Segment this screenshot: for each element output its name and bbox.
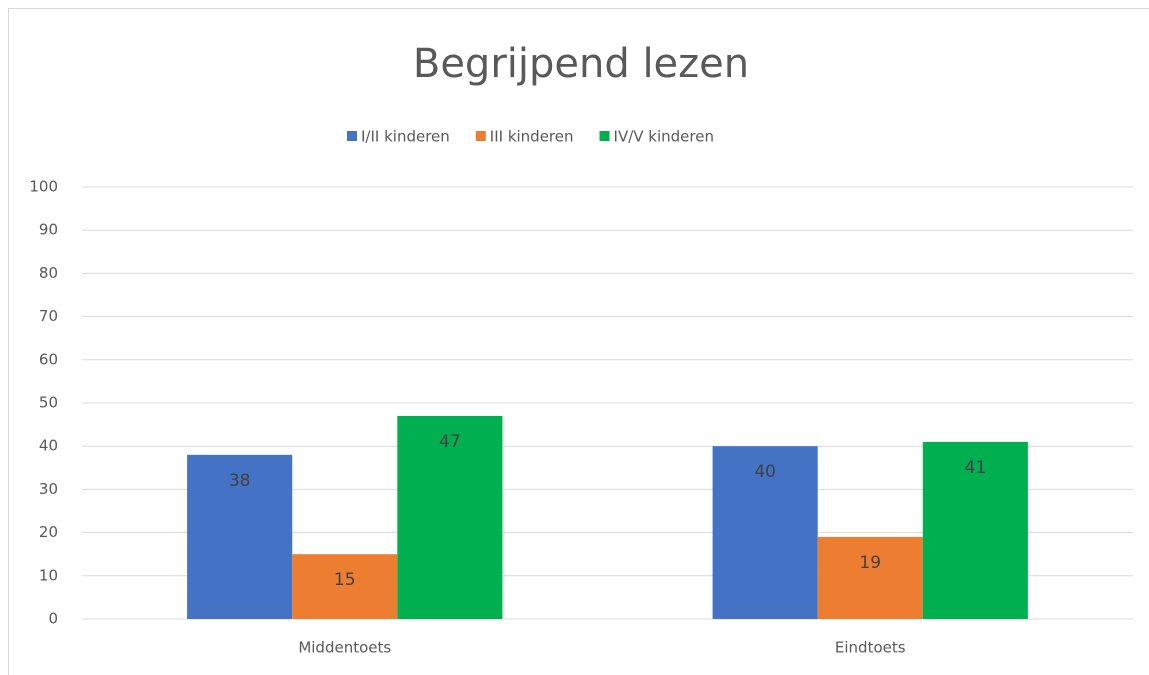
- x-tick-label: Middentoets: [298, 639, 391, 657]
- y-tick-label: 30: [39, 480, 58, 498]
- legend-swatch: [347, 131, 357, 141]
- legend-label: III kinderen: [490, 128, 574, 146]
- y-tick-label: 20: [39, 523, 58, 541]
- x-tick-label: Eindtoets: [835, 639, 906, 657]
- legend-swatch: [475, 131, 486, 141]
- y-tick-label: 0: [48, 610, 58, 628]
- y-tick-label: 80: [39, 264, 58, 282]
- y-tick-label: 40: [39, 437, 58, 455]
- y-tick-label: 10: [39, 566, 58, 584]
- data-label: 38: [229, 471, 251, 491]
- bar: [397, 415, 503, 619]
- bar: [712, 446, 818, 619]
- chart-title: Begrijpend lezen: [413, 41, 749, 87]
- y-tick-label: 60: [39, 350, 58, 368]
- data-label: 19: [859, 553, 881, 573]
- legend-label: IV/V kinderen: [614, 128, 714, 146]
- bar: [922, 441, 1028, 619]
- y-tick-label: 70: [39, 307, 58, 325]
- data-label: 40: [754, 462, 776, 482]
- data-label: 47: [439, 432, 461, 452]
- data-label: 15: [334, 570, 356, 590]
- y-tick-label: 50: [39, 394, 58, 412]
- bar: [187, 454, 293, 619]
- bar: [292, 554, 398, 619]
- y-tick-label: 90: [39, 221, 58, 239]
- bar: [817, 536, 923, 619]
- y-tick-label: 100: [29, 178, 58, 196]
- legend-swatch: [599, 131, 610, 141]
- data-label: 41: [965, 458, 987, 478]
- legend-label: I/II kinderen: [361, 128, 450, 146]
